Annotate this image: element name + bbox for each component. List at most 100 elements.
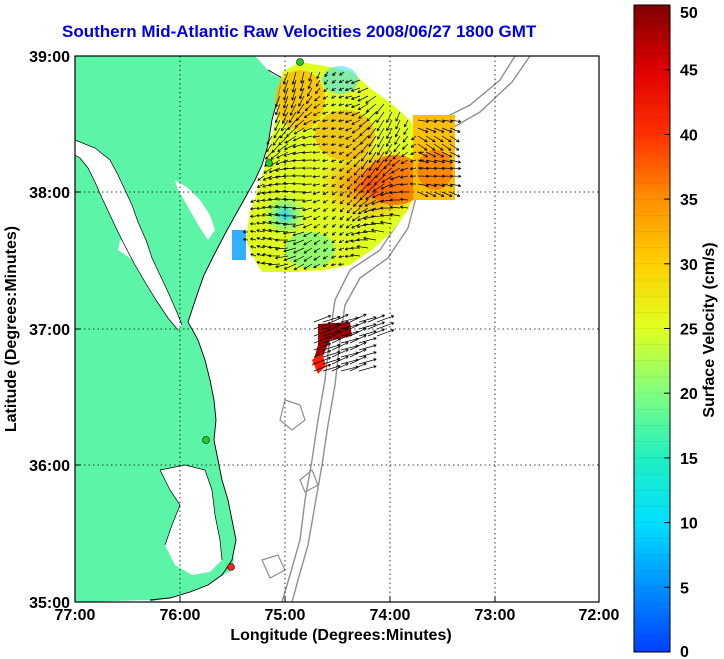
vector-arrow [376,329,395,337]
colorbar-tick-label: 45 [680,63,698,80]
vector-arrow [300,71,305,84]
vector-arrow [345,223,353,229]
vector-arrow [449,135,460,143]
vector-arrow [358,199,369,208]
vector-arrow [345,239,353,244]
vector-arrow [322,183,329,187]
vector-arrow [339,223,345,228]
vector-arrow [338,255,345,259]
vector-arrow [409,174,417,178]
vector-arrow [299,79,305,92]
vector-arrow [356,245,369,249]
vector-arrow [346,175,353,182]
vector-arrow [293,263,305,271]
vector-arrow [339,191,345,197]
colorbar-tick-label: 15 [680,451,698,468]
vector-arrow [363,207,377,214]
vector-arrow [330,151,337,155]
vector-arrow [292,174,305,178]
bay-shoreline [75,139,223,561]
vector-arrow [357,103,369,111]
x-tick-label: 73:00 [475,607,516,624]
vector-arrow [376,151,385,164]
vector-arrow [338,239,345,244]
vector-arrow [392,151,401,160]
vector-arrow [358,344,377,351]
vector-arrow [274,111,281,124]
vector-arrow [292,159,305,163]
vector-arrow [368,159,377,171]
vector-arrow [302,150,313,155]
delaware-bay [255,56,290,80]
vector-arrow [338,143,345,147]
vector-arrow [322,175,329,179]
vector-arrow [313,111,321,116]
vector-arrow [275,197,289,201]
vector-arrow [349,327,367,337]
vector-arrow [323,231,329,236]
vector-arrow [270,151,281,160]
vector-arrow [322,167,329,171]
vector-arrow [283,87,289,101]
vector-arrow [433,135,444,143]
vector-arrow [370,221,385,225]
vector-arrow [275,255,289,260]
vector-arrow [256,221,265,225]
vector-arrow [352,207,361,215]
vector-arrow [376,315,395,323]
vector-arrow [331,167,337,171]
colorbar-tick-label: 20 [680,386,698,403]
vector-arrow [400,205,409,209]
vector-arrow [303,231,313,237]
vector-arrow [358,111,369,119]
vector-arrow [262,175,273,181]
vector-arrow [304,103,313,112]
vector-arrow [271,143,281,153]
vector-arrow [404,119,409,128]
vector-arrow [345,135,353,140]
grid [75,56,599,602]
vector-arrow [312,166,321,171]
vector-arrow [346,199,353,206]
vector-arrow [302,182,313,187]
vector-arrow [302,143,313,147]
vector-arrow [323,79,329,85]
vector-arrow [256,191,265,196]
vector-arrow [312,135,321,139]
vector-arrow [417,143,428,151]
vector-arrow [276,151,289,159]
vector-arrow [338,79,345,84]
vector-arrow [257,175,265,181]
vector-arrow [275,159,289,166]
vector-arrow [302,215,313,220]
colorbar-tick-label: 10 [680,516,698,533]
vector-arrow [379,206,393,210]
vector-arrow [303,263,313,270]
vector-arrow [338,151,345,155]
vector-arrow [363,229,377,234]
vector-arrow [367,127,377,139]
vector-arrow [449,159,461,164]
vector-arrow [324,71,329,78]
vector-arrow [303,255,313,262]
vector-arrow [389,213,401,217]
vector-arrow [344,95,353,99]
vector-arrow [323,223,329,228]
vector-arrow [367,314,385,323]
vector-arrow [339,71,345,76]
vector-arrow [358,119,369,128]
vector-arrow [449,191,461,197]
vector-arrow [313,342,332,351]
vector-arrow [274,119,281,131]
vector-arrow [365,191,377,200]
vector-arrow [297,103,305,114]
vector-arrow [368,143,377,156]
vector-arrow [275,103,281,116]
y-tick-label: 39:00 [29,49,70,66]
vector-arrow [304,111,313,119]
vector-arrow [425,143,436,151]
vector-arrow [349,320,367,330]
vector-arrow [331,355,349,365]
map-title: Southern Mid-Atlantic Raw Velocities 200… [62,22,537,41]
vector-arrow [331,348,349,358]
